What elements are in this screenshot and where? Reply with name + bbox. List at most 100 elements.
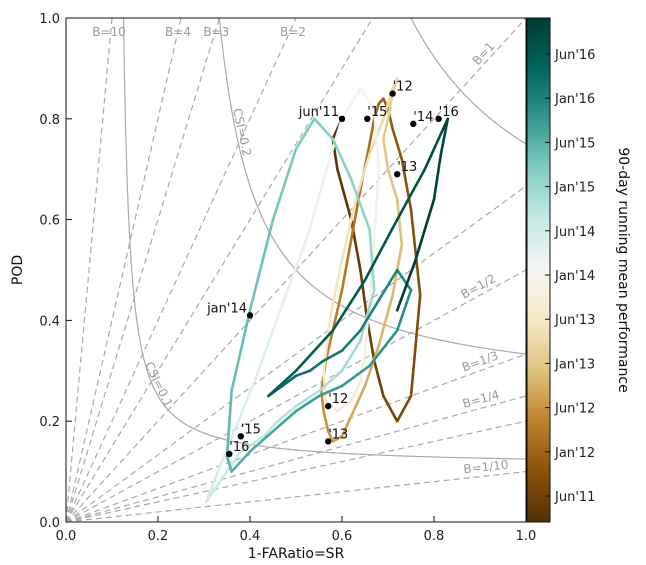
date-marker <box>364 115 371 123</box>
colorbar-gradient <box>526 17 551 523</box>
date-marker <box>338 115 346 123</box>
trajectory-segment <box>395 258 417 312</box>
colorbar-tick-label: Jun'11 <box>554 490 595 505</box>
bias-label: B=2 <box>280 25 306 39</box>
trajectory-segment <box>432 152 443 201</box>
colorbar-tick-label: Jan'15 <box>554 181 595 196</box>
trajectory-segment <box>340 87 362 121</box>
trajectory-segment <box>225 455 233 473</box>
trajectory-segment <box>324 329 335 363</box>
trajectory-segment <box>336 399 353 413</box>
trajectory-segment <box>340 198 358 262</box>
x-tick-label: 1.0 <box>516 529 537 544</box>
bias-label: B=3 <box>203 25 229 39</box>
colorbar-tick-label: Jan'13 <box>554 357 595 372</box>
date-marker <box>389 90 396 97</box>
colorbar-tick-label: Jan'16 <box>554 92 595 107</box>
trajectory-segment <box>414 198 436 262</box>
bias-line <box>66 269 526 522</box>
trajectory-segment <box>331 137 353 181</box>
colorbar-tick-label: Jun'14 <box>554 225 595 240</box>
trajectory-segment <box>349 379 362 403</box>
trajectory-segment <box>230 450 252 473</box>
y-tick-label: 0.4 <box>39 314 60 329</box>
date-marker <box>394 171 401 178</box>
trajectory-segment <box>326 429 335 443</box>
date-annotations: jun'11 '12 '12 '13 '13 jan'14 '14 '15 '15 '16 '16 <box>206 80 459 458</box>
x-tick-label: 0.2 <box>148 529 169 544</box>
trajectory-segment <box>359 87 376 111</box>
trajectory-segment <box>290 228 312 282</box>
trajectory-segment <box>359 298 381 332</box>
y-tick-label: 0.0 <box>39 516 60 531</box>
y-axis-label: POD <box>10 255 26 285</box>
trajectory-segment <box>395 167 427 221</box>
trajectory-segment <box>391 127 404 161</box>
trajectory-segment <box>267 369 298 398</box>
date-marker <box>246 312 254 319</box>
colorbar-tick-label: Jan'12 <box>554 446 595 461</box>
bias-label: B=4 <box>165 25 191 39</box>
trajectory-segment <box>280 374 298 388</box>
date-marker <box>325 438 332 445</box>
trajectory-segment <box>372 107 381 171</box>
trajectory-segment <box>377 293 394 347</box>
trajectory-segment <box>400 157 413 211</box>
date-label: '13 <box>397 160 417 175</box>
trajectory-segment <box>253 329 275 383</box>
colorbar-tick-label: Jun'16 <box>554 48 595 63</box>
colorbar-tick-label: Jun'15 <box>554 136 595 151</box>
x-axis-label: 1-FARatio=SR <box>248 546 345 562</box>
trajectory-segment <box>395 268 413 292</box>
trajectory-segment <box>308 177 325 231</box>
trajectory-segment <box>331 435 344 443</box>
bias-line <box>66 18 297 522</box>
colorbar-label: 90-day running mean performance <box>615 147 631 392</box>
trajectory-segment <box>322 349 344 363</box>
trajectory-segment <box>386 167 399 201</box>
colorbar: 90-day running mean performance Jun'11 Ja… <box>526 17 631 523</box>
csi-contour <box>122 18 526 460</box>
date-label: '14 <box>413 110 433 125</box>
colorbar-tick-label: Jun'13 <box>554 313 595 328</box>
x-tick-label: 0.8 <box>424 529 445 544</box>
bias-line <box>66 18 220 522</box>
colorbar-tick-label: Jan'14 <box>554 269 595 284</box>
trajectory-segment <box>409 293 422 398</box>
trajectory-segment <box>294 389 321 408</box>
trajectory-segment <box>239 435 266 453</box>
date-marker <box>325 402 332 410</box>
trajectory-segment <box>368 117 376 146</box>
date-label: '16 <box>229 440 249 455</box>
trajectory-segment <box>372 167 381 242</box>
date-label: '16 <box>439 105 459 120</box>
trajectory-series <box>205 77 450 504</box>
trajectory-segment <box>271 147 298 221</box>
trajectory-segment <box>409 208 422 297</box>
trajectory-segment <box>317 384 344 398</box>
trajectory-segment <box>368 329 399 368</box>
trajectory-segment <box>248 218 275 312</box>
axes: 0.0 0.2 0.4 0.6 0.8 1.0 0.0 0.2 0.4 0.6 0.8 1.0 <box>39 12 536 544</box>
trajectory-segment <box>382 394 399 423</box>
date-label: jun'11 <box>298 105 339 120</box>
bias-line <box>66 18 182 522</box>
trajectory-segment <box>395 394 413 423</box>
trajectory-segment <box>331 278 367 332</box>
trajectory-segment <box>294 329 335 373</box>
trajectory-segment <box>363 218 399 282</box>
bias-line <box>66 353 526 522</box>
trajectory-segment <box>336 167 353 221</box>
bias-line <box>66 18 113 522</box>
date-label: jan'14 <box>206 301 247 316</box>
trajectory-segment <box>349 384 367 418</box>
bias-label: B=10 <box>92 25 126 39</box>
trajectory-segment <box>377 268 399 302</box>
date-marker <box>410 120 417 128</box>
trajectory-segment <box>234 379 256 428</box>
trajectory-segment <box>382 137 390 171</box>
trajectory-segment <box>395 198 404 247</box>
trajectory-segment <box>230 309 252 393</box>
trajectory-segment <box>359 349 367 383</box>
